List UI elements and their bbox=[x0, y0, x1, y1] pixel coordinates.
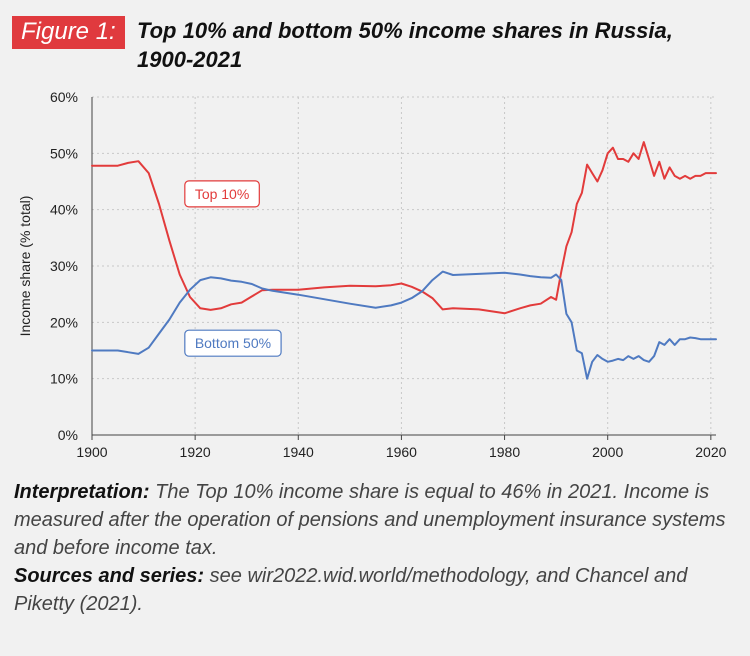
y-tick-label: 30% bbox=[50, 258, 78, 274]
x-tick-label: 1920 bbox=[180, 444, 211, 460]
chart-title: Top 10% and bottom 50% income shares in … bbox=[137, 16, 697, 74]
sources-label: Sources and series: bbox=[14, 565, 205, 587]
chart-notes: Interpretation: The Top 10% income share… bbox=[14, 478, 738, 618]
y-axis-label: Income share (% total) bbox=[17, 196, 33, 337]
interpretation-note: Interpretation: The Top 10% income share… bbox=[14, 478, 738, 562]
x-tick-label: 1960 bbox=[386, 444, 417, 460]
y-tick-label: 50% bbox=[50, 145, 78, 161]
y-tick-label: 20% bbox=[50, 314, 78, 330]
sources-note: Sources and series: see wir2022.wid.worl… bbox=[14, 562, 738, 618]
sources-text: see wir2022.wid.world/methodology, and C… bbox=[14, 565, 688, 615]
series-label-bottom-50-: Bottom 50% bbox=[195, 335, 271, 351]
x-tick-label: 1900 bbox=[76, 444, 107, 460]
x-tick-label: 2000 bbox=[592, 444, 623, 460]
series-label-box-top-10- bbox=[184, 180, 260, 208]
y-tick-label: 10% bbox=[50, 371, 78, 387]
chart-title-line2: 1900-2021 bbox=[137, 47, 243, 72]
series-label-box-bottom-50- bbox=[184, 329, 282, 357]
x-tick-label: 2020 bbox=[695, 444, 726, 460]
x-tick-label: 1940 bbox=[283, 444, 314, 460]
series-label-top-10-: Top 10% bbox=[195, 186, 249, 202]
line-chart: 0% 10% 20% 30% 40% 50% 60% 1900 1920 1940 1960 1980… bbox=[17, 89, 727, 460]
figure-badge: Figure 1: bbox=[12, 16, 125, 49]
interpretation-text: The Top 10% income share is equal to 46%… bbox=[14, 481, 726, 559]
y-tick-label: 40% bbox=[50, 202, 78, 218]
y-tick-label: 0% bbox=[58, 427, 78, 443]
series-line-bottom-50- bbox=[91, 270, 717, 380]
chart-title-line1: Top 10% and bottom 50% income shares in … bbox=[137, 18, 673, 43]
interpretation-label: Interpretation: bbox=[14, 481, 150, 503]
x-tick-label: 1980 bbox=[489, 444, 520, 460]
series-line-top-10- bbox=[91, 141, 717, 315]
y-tick-label: 60% bbox=[50, 89, 78, 105]
